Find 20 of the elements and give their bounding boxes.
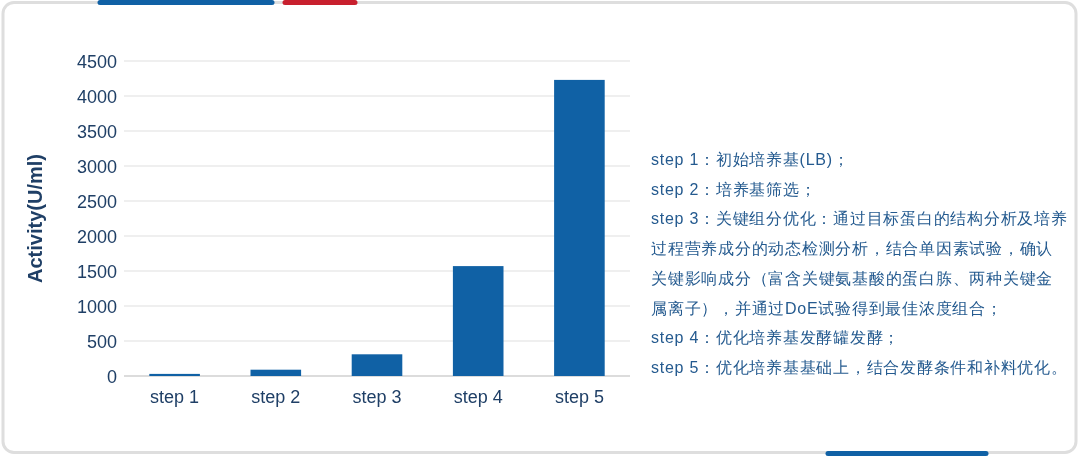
y-tick-label: 3500 [76,121,117,142]
y-tick-label: 4500 [76,51,117,72]
y-tick-label: 1000 [76,296,117,317]
x-tick-label: step 1 [150,387,200,407]
annotation: step 2：培养基筛选； [651,179,818,200]
x-tick-label: step 3 [352,387,402,407]
y-tick-label: 1500 [76,261,117,282]
y-axis-title: Activity(U/ml) [24,154,46,283]
x-tick-label: step 5 [554,387,604,407]
y-tick-label: 2000 [76,226,117,247]
y-tick-label: 0 [107,366,117,387]
y-tick-label: 3000 [76,156,117,177]
annotation: step 1：初始培养基(LB)； [651,150,851,170]
y-tick-label: 500 [86,331,117,352]
y-tick-label: 4000 [76,86,117,107]
annotation: step 5：优化培养基基础上，结合发酵条件和补料优化。 [651,357,1069,378]
annotation: step 4：优化培养基发酵罐发酵； [651,328,902,349]
y-tick-label: 2500 [76,191,117,212]
x-tick-label: step 4 [453,387,503,407]
x-tick-label: step 2 [251,387,301,407]
